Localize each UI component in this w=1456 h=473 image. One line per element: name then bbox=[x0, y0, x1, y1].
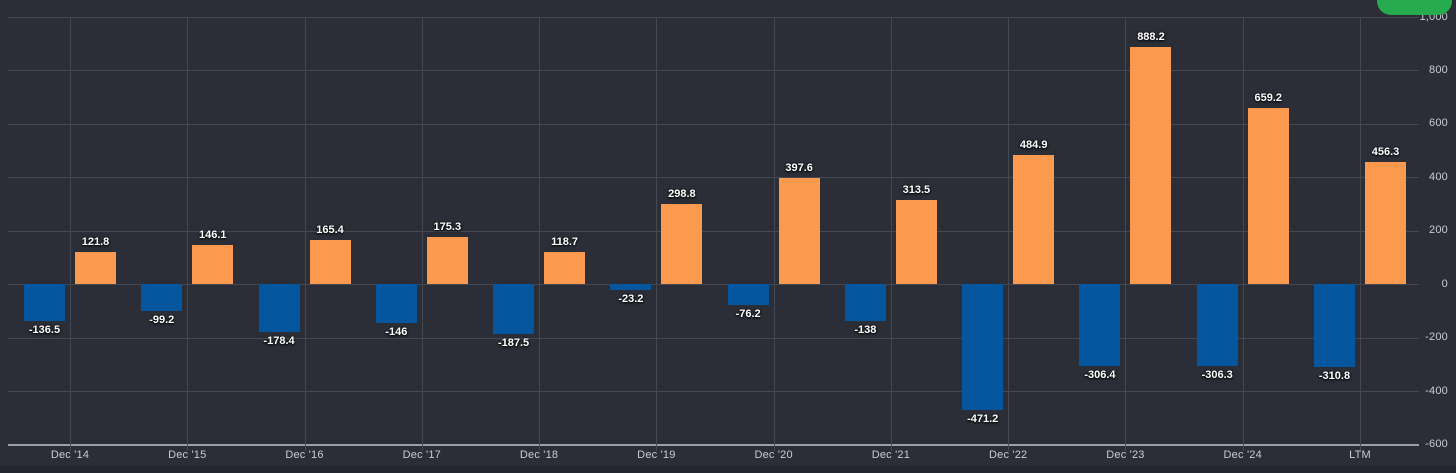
bar-value-label: 888.2 bbox=[1137, 30, 1165, 43]
y-axis-tick-label: -200 bbox=[1425, 331, 1448, 344]
bar-positive[interactable] bbox=[895, 200, 937, 285]
bottom-strip bbox=[0, 466, 1456, 473]
x-axis-baseline bbox=[8, 443, 1419, 446]
bar-negative[interactable] bbox=[1079, 284, 1121, 367]
bar-value-label: 397.6 bbox=[785, 161, 813, 174]
bar-negative[interactable] bbox=[1314, 284, 1355, 368]
x-axis-tick-label: Dec '16 bbox=[285, 449, 324, 461]
bar-negative[interactable] bbox=[493, 284, 535, 335]
y-axis-tick-label: 200 bbox=[1429, 224, 1448, 237]
bar-positive[interactable] bbox=[544, 252, 586, 285]
bar-positive[interactable] bbox=[1130, 46, 1172, 285]
bar-value-label: 118.7 bbox=[551, 236, 579, 249]
gridline-vertical bbox=[656, 17, 658, 451]
gridline-vertical bbox=[187, 17, 189, 451]
bar-value-label: -76.2 bbox=[735, 307, 761, 320]
bar-value-label: 659.2 bbox=[1254, 92, 1282, 105]
x-axis-tick-label: LTM bbox=[1349, 449, 1371, 461]
x-axis-tick-label: Dec '18 bbox=[519, 449, 559, 461]
bar-negative[interactable] bbox=[962, 284, 1004, 411]
x-axis-tick-label: Dec '23 bbox=[1106, 449, 1145, 461]
gridline-horizontal bbox=[8, 17, 1419, 18]
gridline-horizontal bbox=[8, 284, 1419, 286]
y-axis-tick-label: -400 bbox=[1425, 384, 1448, 397]
bar-negative[interactable] bbox=[258, 284, 300, 332]
bar-value-label: 298.8 bbox=[668, 188, 696, 201]
gridline-horizontal bbox=[8, 337, 1419, 339]
gridline-horizontal bbox=[8, 177, 1419, 179]
bar-value-label: 313.5 bbox=[902, 184, 931, 197]
gridline-vertical bbox=[1242, 17, 1244, 451]
gridline-horizontal bbox=[8, 230, 1419, 232]
bar-negative[interactable] bbox=[610, 284, 652, 291]
x-axis-tick-label: Dec '19 bbox=[637, 449, 676, 461]
x-axis-tick-label: Dec '17 bbox=[402, 449, 441, 461]
bar-value-label: -471.2 bbox=[967, 413, 999, 426]
gridline-vertical bbox=[1008, 17, 1010, 451]
y-axis-tick-label: 0 bbox=[1441, 277, 1448, 290]
bar-value-label: 121.8 bbox=[81, 235, 110, 248]
x-axis-tick-label: Dec '21 bbox=[871, 449, 911, 461]
bar-positive[interactable] bbox=[1365, 162, 1406, 285]
y-axis-tick-label: 800 bbox=[1429, 63, 1448, 76]
bar-positive[interactable] bbox=[1247, 108, 1289, 285]
bar-positive[interactable] bbox=[75, 251, 116, 285]
bar-value-label: -99.2 bbox=[149, 313, 175, 326]
bar-value-label: -306.3 bbox=[1201, 369, 1233, 382]
gridline-vertical bbox=[773, 17, 775, 451]
bar-negative[interactable] bbox=[24, 284, 65, 321]
bar-negative[interactable] bbox=[1196, 284, 1238, 367]
bar-value-label: 146.1 bbox=[199, 229, 227, 242]
bar-positive[interactable] bbox=[661, 204, 703, 285]
bar-negative[interactable] bbox=[727, 284, 769, 305]
bar-value-label: 456.3 bbox=[1371, 146, 1400, 159]
bar-negative[interactable] bbox=[375, 284, 417, 324]
x-axis-tick-label: Dec '24 bbox=[1223, 449, 1262, 461]
gridline-vertical bbox=[1360, 17, 1361, 451]
bar-positive[interactable] bbox=[1013, 154, 1055, 285]
x-axis-tick-label: Dec '22 bbox=[988, 449, 1028, 461]
gridline-horizontal bbox=[8, 70, 1419, 72]
bar-value-label: -178.4 bbox=[263, 334, 295, 347]
gridline-vertical bbox=[421, 17, 423, 451]
y-axis-tick-label: -600 bbox=[1425, 438, 1448, 450]
y-axis-tick-label: 600 bbox=[1429, 117, 1448, 130]
gridline-vertical bbox=[70, 17, 71, 451]
bar-value-label: -310.8 bbox=[1318, 370, 1351, 383]
x-axis-tick-label: Dec '20 bbox=[754, 449, 793, 461]
bar-value-label: -306.4 bbox=[1084, 369, 1116, 382]
x-axis-tick-label: Dec '15 bbox=[168, 449, 207, 461]
bar-positive[interactable] bbox=[309, 239, 351, 285]
bar-positive[interactable] bbox=[426, 237, 468, 285]
gridline-vertical bbox=[304, 17, 306, 451]
x-axis-tick-label: Dec '14 bbox=[50, 449, 90, 461]
bar-value-label: -23.2 bbox=[618, 293, 644, 306]
gridline-vertical bbox=[890, 17, 892, 451]
bar-value-label: 484.9 bbox=[1019, 138, 1048, 151]
bar-positive[interactable] bbox=[778, 177, 820, 285]
bar-value-label: 175.3 bbox=[433, 221, 462, 234]
bar-value-label: -138 bbox=[854, 324, 877, 337]
bar-value-label: -136.5 bbox=[28, 323, 61, 336]
bar-value-label: 165.4 bbox=[316, 223, 344, 236]
gridline-horizontal bbox=[8, 391, 1419, 393]
bar-negative[interactable] bbox=[844, 284, 886, 322]
bar-value-label: -146 bbox=[385, 326, 408, 339]
bar-negative[interactable] bbox=[141, 284, 183, 311]
gridline-horizontal bbox=[8, 123, 1419, 125]
y-axis-tick-label: 400 bbox=[1429, 170, 1448, 183]
gridline-vertical bbox=[1125, 17, 1127, 451]
bar-positive[interactable] bbox=[192, 245, 234, 285]
action-button[interactable] bbox=[1377, 0, 1452, 15]
bar-value-label: -187.5 bbox=[497, 337, 530, 350]
gridline-vertical bbox=[539, 17, 541, 451]
